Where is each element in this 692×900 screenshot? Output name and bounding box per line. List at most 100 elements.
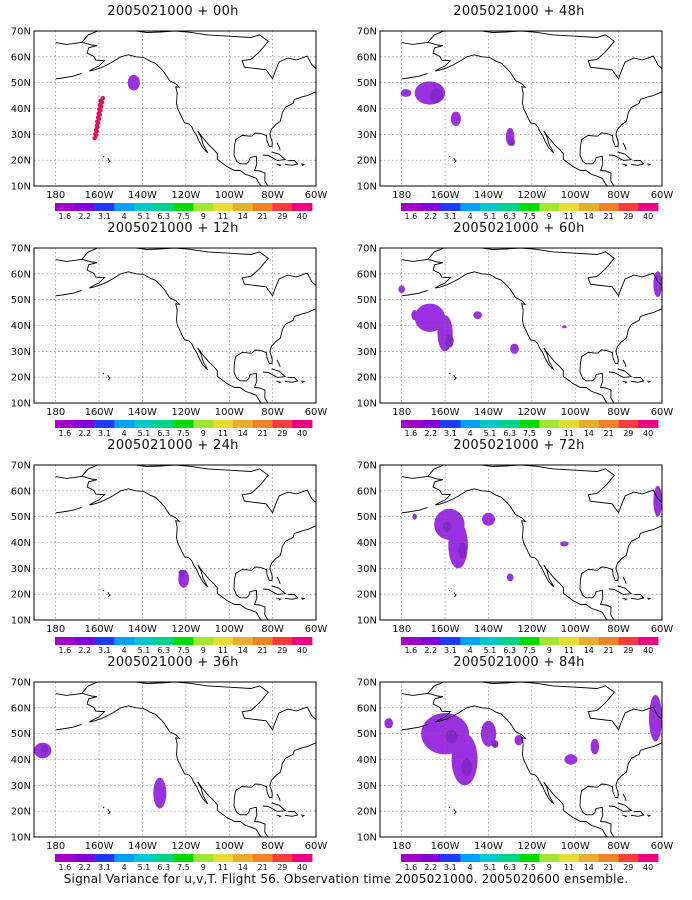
colorbar-swatch [173, 637, 194, 645]
panel-title: 2005021000 + 36h [107, 655, 239, 670]
panel-title: 2005021000 + 24h [107, 438, 239, 453]
island-outline [284, 159, 299, 166]
colorbar-label: 40 [643, 863, 653, 872]
colorbar-label: 3.1 [444, 429, 457, 438]
latitude-label: 50N [357, 78, 377, 89]
latitude-label: 40N [11, 538, 31, 549]
colorbar-swatch [499, 637, 520, 645]
latitude-label: 10N [357, 616, 377, 627]
panel-title: 2005021000 + 00h [107, 4, 239, 19]
forecast-panel: 2005021000 + 00h 70N 60N 50N 40N 30N 20N 10N 180… [0, 0, 346, 221]
colorbar-swatch [193, 203, 214, 211]
latitude-label: 10N [357, 399, 377, 410]
island-outline [630, 159, 645, 166]
colorbar-swatch [74, 203, 95, 211]
colorbar-label: 3.1 [444, 646, 457, 655]
colorbar-label: 6.3 [157, 863, 170, 872]
colorbar-swatch [638, 854, 659, 862]
longitude-label: 160W [431, 841, 460, 852]
island-outline [622, 380, 628, 384]
forecast-panel: 2005021000 + 36h 70N 60N 50N 40N 30N 20N 10N 180… [0, 651, 346, 873]
longitude-label: 80W [261, 190, 284, 201]
signal-variance-area [510, 343, 519, 354]
island-outline [622, 793, 627, 801]
longitude-label: 60W [305, 624, 328, 635]
longitude-label: 80W [261, 841, 284, 852]
colorbar-label: 21 [604, 863, 614, 872]
forecast-panel: 2005021000 + 60h 70N 60N 50N 40N 30N 20N 10N 180… [346, 217, 692, 439]
colorbar-label: 6.3 [503, 646, 516, 655]
colorbar-swatch [114, 637, 135, 645]
island-outline [301, 814, 306, 817]
latitude-label: 70N [11, 244, 31, 255]
signal-variance-area [411, 310, 418, 321]
island-outline [448, 806, 451, 809]
island-outline [622, 163, 628, 167]
island-outline [401, 506, 428, 514]
island-outline [661, 87, 662, 90]
colorbar-label: 3.1 [444, 212, 457, 221]
colorbar-swatch [401, 203, 422, 211]
island-outline [608, 802, 633, 812]
colorbar-swatch [55, 420, 76, 428]
colorbar-label: 3.1 [98, 863, 111, 872]
arctic-coastline [55, 682, 316, 731]
colorbar-swatch [213, 854, 234, 862]
colorbar-swatch [559, 203, 580, 211]
longitude-label: 180 [392, 841, 411, 852]
observation-point [97, 112, 102, 117]
map-content [380, 682, 662, 837]
colorbar-swatch [272, 420, 293, 428]
map-frame [33, 464, 317, 621]
colorbar-swatch [460, 854, 481, 862]
latitude-label: 40N [11, 755, 31, 766]
forecast-panel: 2005021000 + 48h 70N 60N 50N 40N 30N 20N 10N 180… [346, 0, 692, 222]
colorbar-label: 7.5 [177, 863, 190, 872]
map-content [34, 31, 316, 186]
latitude-label: 50N [11, 295, 31, 306]
colorbar-label: 14 [238, 429, 248, 438]
colorbar-swatch [134, 203, 155, 211]
latitude-label: 60N [357, 703, 377, 714]
colorbar-swatch [440, 637, 461, 645]
longitude-label: 160W [431, 190, 460, 201]
longitude-label: 80W [607, 407, 630, 418]
longitude-label: 60W [305, 190, 328, 201]
colorbar-swatch [232, 420, 254, 428]
colorbar-swatch [638, 637, 659, 645]
signal-variance-area [653, 485, 662, 517]
colorbar-label: 3.1 [98, 212, 111, 221]
arctic-coastline [55, 248, 316, 297]
map-svg: 70N 60N 50N 40N 30N 20N 10N 180 160W 140W 120W 100W… [357, 27, 674, 222]
colorbar-swatch [213, 420, 234, 428]
island-outline [276, 142, 281, 150]
map-frame [379, 681, 663, 838]
signal-variance-area [590, 738, 600, 755]
map-svg: 70N 60N 50N 40N 30N 20N 10N 180 160W 140W 120W 100W… [357, 244, 674, 439]
signal-variance-area [482, 512, 495, 526]
signal-variance-area [509, 138, 515, 147]
island-outline [647, 163, 652, 166]
latitude-label: 60N [11, 486, 31, 497]
map-content [34, 248, 316, 403]
latitude-label: 20N [11, 156, 31, 167]
colorbar-swatch [55, 854, 76, 862]
island-outline [630, 810, 645, 817]
map-svg: 70N 60N 50N 40N 30N 20N 10N 180 160W 140W 120W 100W… [11, 678, 328, 873]
figure-caption: Signal Variance for u,v,T. Flight 56. Ob… [63, 872, 629, 886]
longitude-label: 100W [561, 190, 590, 201]
signal-variance-area [429, 88, 443, 103]
colorbar-swatch [114, 854, 135, 862]
island-outline [276, 793, 281, 801]
signal-variance-area [649, 694, 662, 742]
island-outline [622, 597, 628, 601]
forecast-panel: 2005021000 + 24h 70N 60N 50N 40N 30N 20N 10N 180… [0, 434, 346, 656]
colorbar-swatch [134, 637, 155, 645]
latitude-label: 10N [357, 833, 377, 844]
map-svg: 70N 60N 50N 40N 30N 20N 10N 180 160W 140W 120W 100W… [11, 461, 328, 656]
latitude-label: 50N [357, 729, 377, 740]
colorbar-swatch [94, 420, 115, 428]
island-outline [661, 521, 662, 524]
colorbar-label: 1.6 [405, 646, 418, 655]
colorbar-label: 29 [277, 863, 287, 872]
